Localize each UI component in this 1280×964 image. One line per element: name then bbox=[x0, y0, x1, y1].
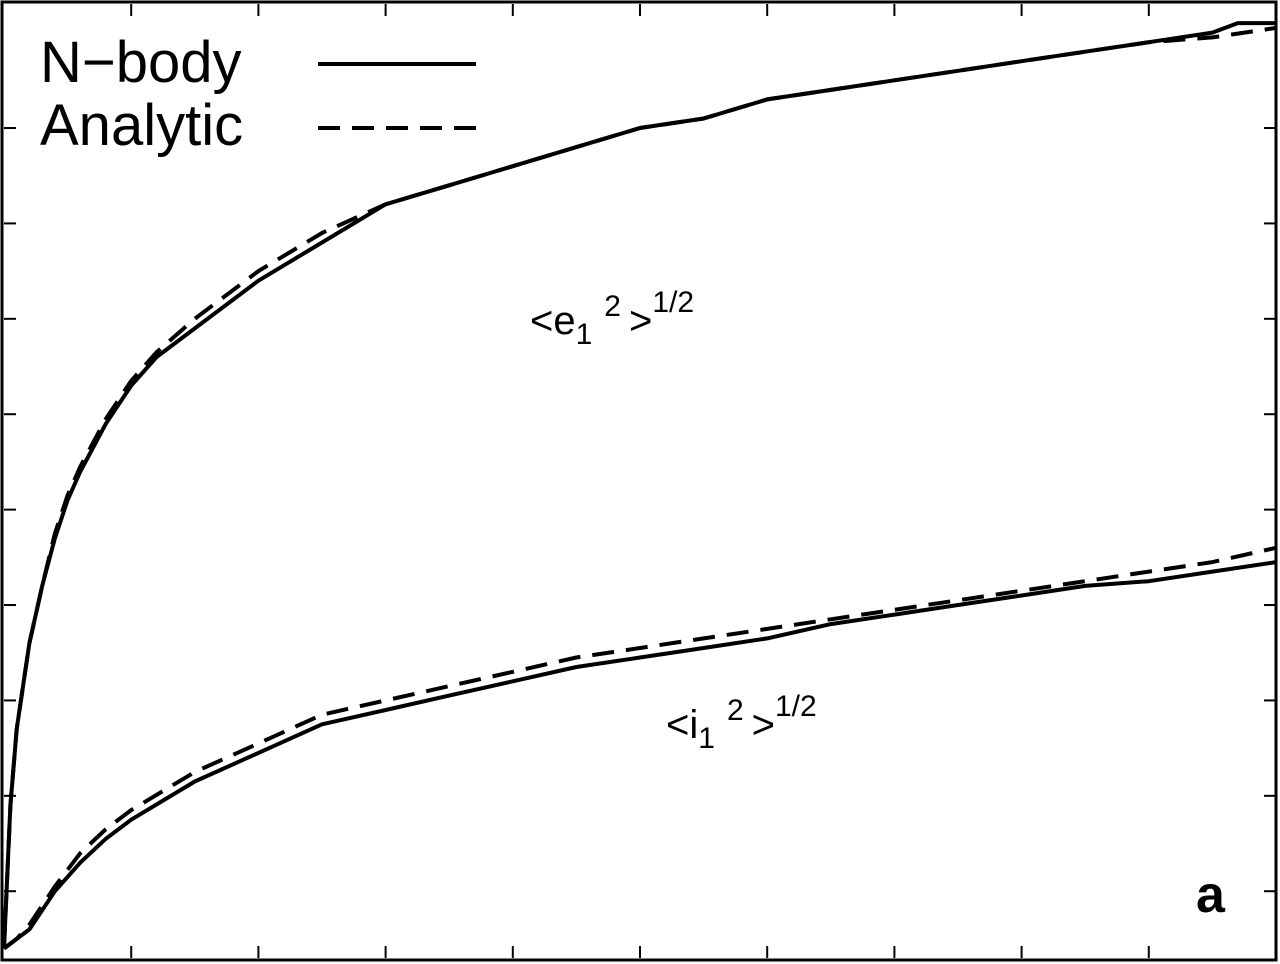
panel-letter: a bbox=[1196, 866, 1226, 924]
series-i-dashed bbox=[2, 545, 1277, 951]
i-label-close: > bbox=[752, 703, 775, 747]
series-i-solid bbox=[2, 560, 1277, 951]
i-curve-label: <i12 >1/2 bbox=[666, 690, 817, 755]
e-label-base: <e bbox=[530, 299, 576, 343]
series-e-dashed bbox=[2, 25, 1277, 949]
legend-label-nbody: N−body bbox=[40, 30, 242, 95]
axis-ticks bbox=[4, 4, 1276, 958]
series-e-solid bbox=[2, 21, 1276, 949]
legend: N−body Analytic bbox=[40, 30, 476, 158]
i-label-sup1: 2 bbox=[727, 694, 744, 727]
e-label-sub: 1 bbox=[576, 318, 593, 351]
i-label-sup2: 1/2 bbox=[775, 690, 817, 723]
e-label-close: > bbox=[629, 299, 652, 343]
plot-curves bbox=[2, 21, 1277, 951]
e-curve-label: <e12 >1/2 bbox=[530, 286, 694, 351]
legend-label-analytic: Analytic bbox=[40, 93, 243, 158]
e-label-sup2: 1/2 bbox=[652, 286, 694, 319]
e-label-sup1: 2 bbox=[604, 290, 621, 323]
i-label-base: <i bbox=[666, 703, 698, 747]
i-label-sub: 1 bbox=[698, 722, 715, 755]
